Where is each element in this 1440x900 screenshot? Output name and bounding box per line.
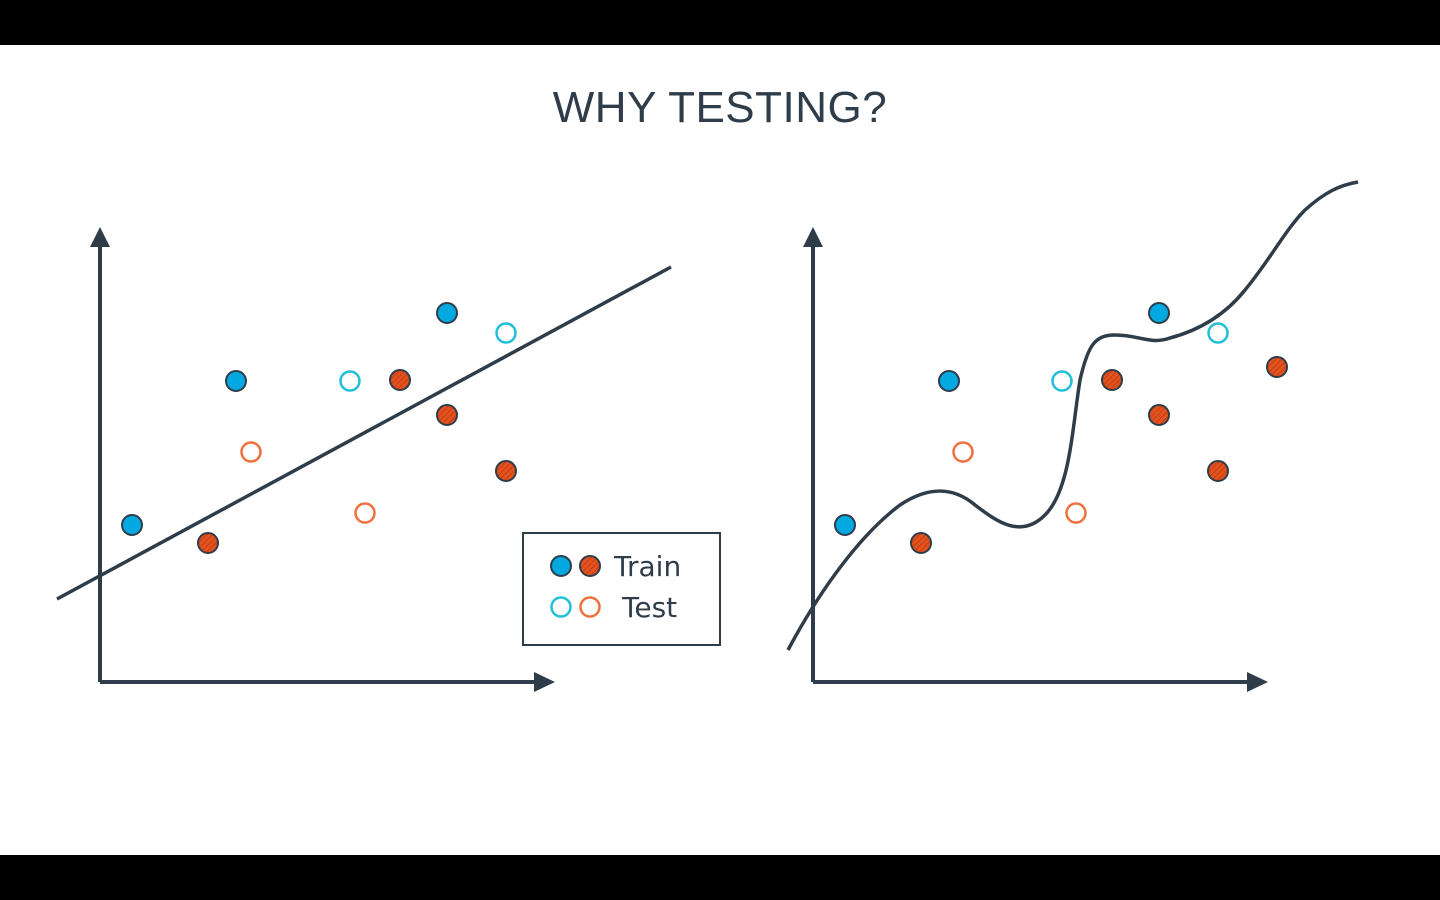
legend: Train Test [522,532,721,646]
right-y-axis [803,227,823,682]
train-point-blue [225,370,247,392]
diagram: Train Test [56,180,1359,692]
left-fit-line [56,265,672,601]
train-point-red [389,369,411,391]
train-point-blue [834,514,856,536]
train-point-red [1148,404,1170,426]
left-y-axis [90,227,110,682]
train-point-red [1101,369,1123,391]
legend-test-blue-icon [550,596,572,618]
train-point-red [1207,460,1229,482]
legend-train-label: Train [613,550,681,583]
legend-train-red-icon [579,555,601,577]
left-x-axis [100,672,555,692]
test-point-blue [1207,322,1229,344]
train-point-red [436,404,458,426]
train-point-blue [436,302,458,324]
left-panel [56,227,672,692]
train-point-red [1266,356,1288,378]
right-panel [786,180,1359,692]
test-point-blue [495,322,517,344]
slide-title: WHY TESTING? [552,83,888,132]
slide: WHY TESTING? [0,45,1440,855]
right-x-axis [813,672,1268,692]
train-point-blue [1148,302,1170,324]
letterbox-bottom [0,855,1440,900]
train-point-blue [938,370,960,392]
right-overfit-curve [786,180,1359,651]
test-point-blue [1051,370,1073,392]
test-point-red [240,441,262,463]
legend-box [522,532,721,646]
legend-train-blue-icon [550,555,572,577]
test-point-blue [339,370,361,392]
train-point-red [495,460,517,482]
letterbox-top [0,0,1440,45]
train-point-red [910,532,932,554]
test-point-red [1065,502,1087,524]
legend-test-red-icon [579,596,601,618]
test-point-red [952,441,974,463]
test-point-red [354,502,376,524]
legend-test-label: Test [621,591,677,624]
train-point-red [197,532,219,554]
train-point-blue [121,514,143,536]
